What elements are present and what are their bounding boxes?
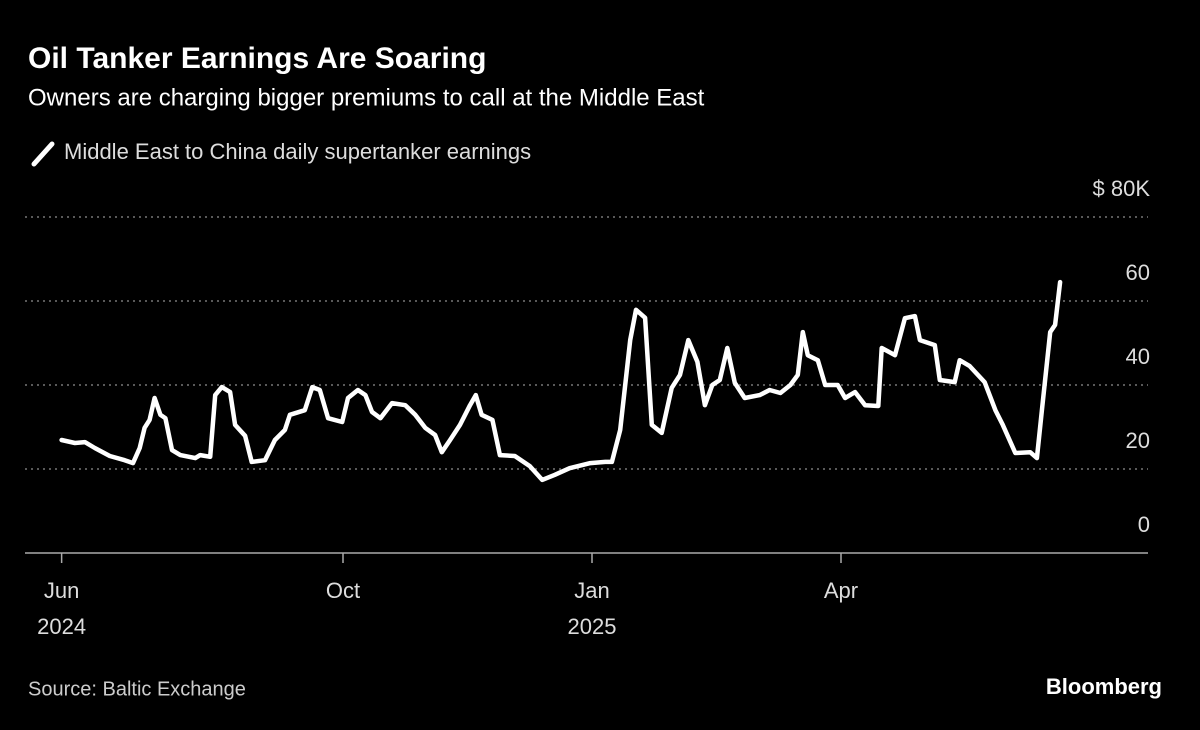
y-tick-label: 0 bbox=[1138, 512, 1150, 537]
x-tick-label: Jan bbox=[574, 578, 609, 603]
y-tick-label: 20 bbox=[1126, 428, 1150, 453]
x-year-label: 2025 bbox=[568, 614, 617, 639]
y-tick-label: 40 bbox=[1126, 344, 1150, 369]
chart-subtitle: Owners are charging bigger premiums to c… bbox=[28, 84, 705, 111]
legend-label: Middle East to China daily supertanker e… bbox=[64, 139, 531, 164]
y-tick-label: 60 bbox=[1126, 260, 1150, 285]
series-line bbox=[59, 279, 1063, 483]
x-year-label: 2024 bbox=[37, 614, 86, 639]
chart-title: Oil Tanker Earnings Are Soaring bbox=[28, 42, 486, 75]
legend-swatch bbox=[31, 141, 55, 167]
x-tick-label: Oct bbox=[326, 578, 360, 603]
y-tick-label: $ 80K bbox=[1093, 176, 1151, 201]
brand: Bloomberg bbox=[1046, 674, 1162, 699]
source: Source: Baltic Exchange bbox=[28, 678, 246, 700]
x-tick-label: Apr bbox=[824, 578, 858, 603]
x-tick-label: Jun bbox=[44, 578, 79, 603]
